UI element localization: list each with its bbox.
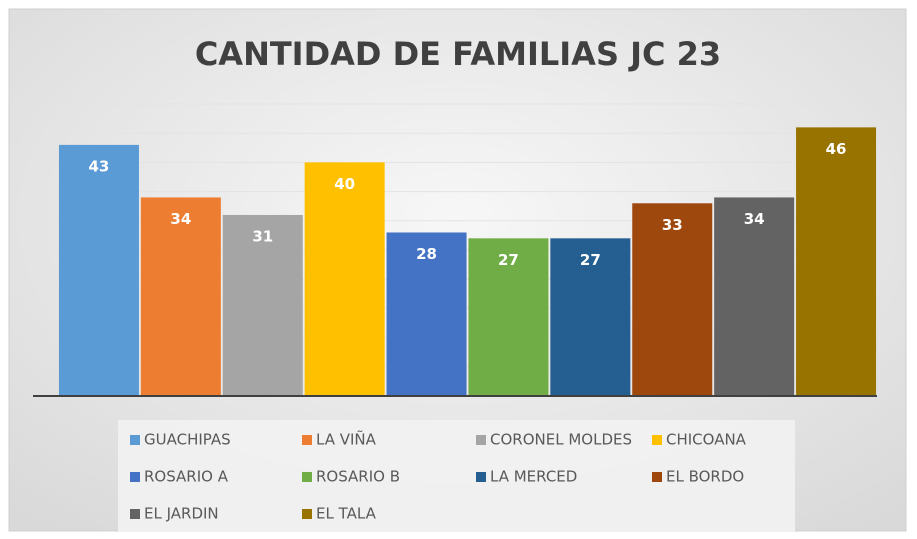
legend-label: GUACHIPAS — [144, 431, 231, 449]
bar — [222, 214, 303, 396]
legend-label: ROSARIO A — [144, 468, 229, 486]
legend-label: EL TALA — [316, 505, 377, 523]
data-label: 27 — [498, 251, 519, 269]
data-label: 33 — [662, 216, 683, 234]
legend-swatch — [302, 435, 312, 445]
legend-label: LA MERCED — [490, 468, 577, 486]
legend-swatch — [652, 435, 662, 445]
legend-swatch — [476, 472, 486, 482]
bar — [550, 238, 631, 396]
legend-swatch — [130, 435, 140, 445]
data-label: 31 — [252, 227, 273, 245]
data-label: 28 — [416, 245, 437, 263]
legend-background — [118, 420, 795, 532]
data-label: 43 — [89, 157, 110, 175]
legend-swatch — [302, 472, 312, 482]
legend-swatch — [652, 472, 662, 482]
data-label: 27 — [580, 251, 601, 269]
legend-swatch — [130, 472, 140, 482]
bar — [468, 238, 549, 396]
chart-title: CANTIDAD DE FAMILIAS JC 23 — [195, 35, 721, 73]
data-label: 46 — [826, 140, 847, 158]
bar — [714, 197, 795, 396]
bar — [304, 162, 385, 396]
legend-label: EL BORDO — [666, 468, 744, 486]
bar — [140, 197, 221, 396]
bar — [58, 144, 139, 396]
legend-label: EL JARDIN — [144, 505, 219, 523]
legend-swatch — [302, 509, 312, 519]
data-label: 34 — [744, 210, 765, 228]
legend-label: ROSARIO B — [316, 468, 400, 486]
bar — [796, 127, 877, 397]
legend-swatch — [130, 509, 140, 519]
bar — [386, 232, 467, 396]
data-label: 34 — [170, 210, 191, 228]
legend-swatch — [476, 435, 486, 445]
legend-label: LA VIÑA — [316, 430, 377, 449]
bar — [632, 203, 713, 396]
legend-label: CORONEL MOLDES — [490, 431, 632, 449]
legend-label: CHICOANA — [666, 431, 747, 449]
data-label: 40 — [334, 175, 355, 193]
